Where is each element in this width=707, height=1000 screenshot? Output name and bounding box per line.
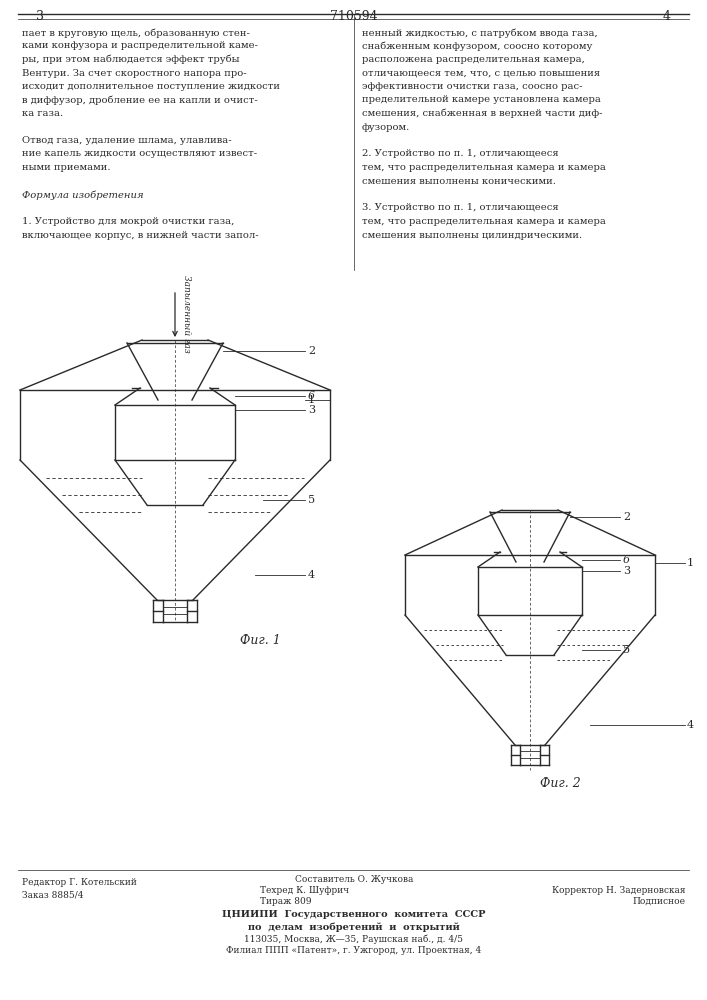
Text: Формула изобретения: Формула изобретения xyxy=(22,190,144,200)
Text: ние капель жидкости осуществляют извест-: ние капель жидкости осуществляют извест- xyxy=(22,149,257,158)
Text: Отвод газа, удаление шлама, улавлива-: Отвод газа, удаление шлама, улавлива- xyxy=(22,136,232,145)
Text: включающее корпус, в нижней части запол-: включающее корпус, в нижней части запол- xyxy=(22,231,259,239)
Text: снабженным конфузором, соосно которому: снабженным конфузором, соосно которому xyxy=(362,41,592,51)
Text: в диффузор, дробление ее на капли и очист-: в диффузор, дробление ее на капли и очис… xyxy=(22,96,258,105)
Text: 3: 3 xyxy=(308,405,315,415)
Text: Составитель О. Жучкова: Составитель О. Жучкова xyxy=(295,875,413,884)
Text: ками конфузора и распределительной каме-: ками конфузора и распределительной каме- xyxy=(22,41,258,50)
Text: Редактор Г. Котельский: Редактор Г. Котельский xyxy=(22,878,137,887)
Text: смешения выполнены коническими.: смешения выполнены коническими. xyxy=(362,176,556,186)
Text: эффективности очистки газа, соосно рас-: эффективности очистки газа, соосно рас- xyxy=(362,82,583,91)
Text: фузором.: фузором. xyxy=(362,122,410,131)
Text: пределительной камере установлена камера: пределительной камере установлена камера xyxy=(362,96,601,104)
Text: 2. Устройство по п. 1, отличающееся: 2. Устройство по п. 1, отличающееся xyxy=(362,149,559,158)
Text: Вентури. За счет скоростного напора про-: Вентури. За счет скоростного напора про- xyxy=(22,68,247,78)
Text: ненный жидкостью, с патрубком ввода газа,: ненный жидкостью, с патрубком ввода газа… xyxy=(362,28,597,37)
Text: ными приемами.: ными приемами. xyxy=(22,163,110,172)
Text: тем, что распределительная камера и камера: тем, что распределительная камера и каме… xyxy=(362,163,606,172)
Text: тем, что распределительная камера и камера: тем, что распределительная камера и каме… xyxy=(362,217,606,226)
Text: ка газа.: ка газа. xyxy=(22,109,63,118)
Text: 3: 3 xyxy=(36,10,44,23)
Text: смешения, снабженная в верхней части диф-: смешения, снабженная в верхней части диф… xyxy=(362,109,602,118)
Text: 5: 5 xyxy=(623,645,630,655)
Text: отличающееся тем, что, с целью повышения: отличающееся тем, что, с целью повышения xyxy=(362,68,600,78)
Text: 3: 3 xyxy=(623,566,630,576)
Text: 113035, Москва, Ж—35, Раушская наб., д. 4/5: 113035, Москва, Ж—35, Раушская наб., д. … xyxy=(245,934,464,944)
Text: 2: 2 xyxy=(623,512,630,522)
Text: Филиал ППП «Патент», г. Ужгород, ул. Проектная, 4: Филиал ППП «Патент», г. Ужгород, ул. Про… xyxy=(226,946,481,955)
Text: 2: 2 xyxy=(308,346,315,356)
Text: пает в круговую щель, образованную стен-: пает в круговую щель, образованную стен- xyxy=(22,28,250,37)
Text: 3. Устройство по п. 1, отличающееся: 3. Устройство по п. 1, отличающееся xyxy=(362,204,559,213)
Text: 710594: 710594 xyxy=(330,10,378,23)
Text: Корректор Н. Задерновская: Корректор Н. Задерновская xyxy=(551,886,685,895)
Text: Подписное: Подписное xyxy=(632,897,685,906)
Text: смешения выполнены цилиндрическими.: смешения выполнены цилиндрическими. xyxy=(362,231,582,239)
Text: 5: 5 xyxy=(308,495,315,505)
Text: 1: 1 xyxy=(687,558,694,568)
Text: ры, при этом наблюдается эффект трубы: ры, при этом наблюдается эффект трубы xyxy=(22,55,240,64)
Text: Заказ 8885/4: Заказ 8885/4 xyxy=(22,890,83,899)
Text: 1: 1 xyxy=(308,395,315,405)
Text: Фиг. 1: Фиг. 1 xyxy=(240,634,281,647)
Text: расположена распределительная камера,: расположена распределительная камера, xyxy=(362,55,585,64)
Text: Запыленный газ: Запыленный газ xyxy=(182,275,191,353)
Text: 1. Устройство для мокрой очистки газа,: 1. Устройство для мокрой очистки газа, xyxy=(22,217,235,226)
Text: исходит дополнительное поступление жидкости: исходит дополнительное поступление жидко… xyxy=(22,82,280,91)
Text: 6: 6 xyxy=(623,555,630,565)
Text: 4: 4 xyxy=(663,10,671,23)
Text: 6: 6 xyxy=(308,391,315,401)
Text: 4: 4 xyxy=(308,570,315,580)
Text: Техред К. Шуфрич: Техред К. Шуфрич xyxy=(260,886,349,895)
Text: ЦНИИПИ  Государственного  комитета  СССР: ЦНИИПИ Государственного комитета СССР xyxy=(222,910,486,919)
Text: 4: 4 xyxy=(687,720,694,730)
Text: Тираж 809: Тираж 809 xyxy=(260,897,312,906)
Text: Фиг. 2: Фиг. 2 xyxy=(540,777,580,790)
Text: по  делам  изобретений  и  открытий: по делам изобретений и открытий xyxy=(248,922,460,932)
